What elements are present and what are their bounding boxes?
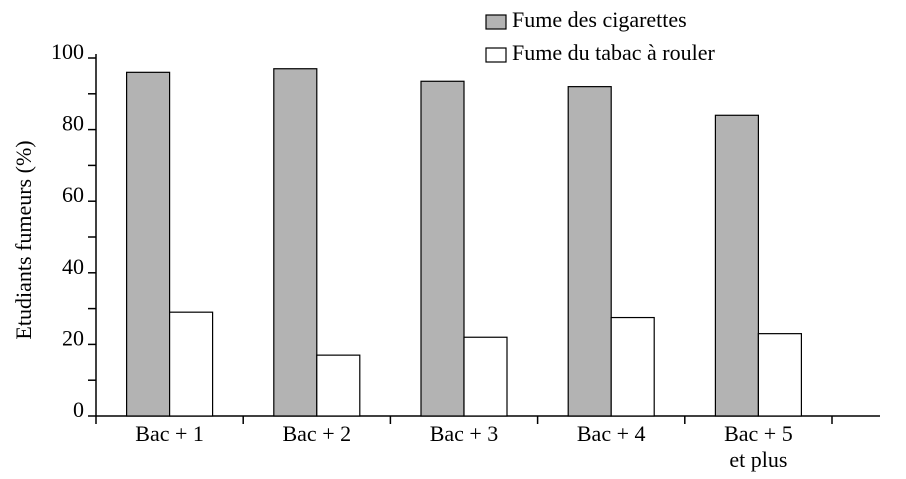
y-tick-label: 80 bbox=[62, 111, 84, 136]
x-tick-label: et plus bbox=[729, 447, 787, 472]
x-tick-label: Bac + 5 bbox=[724, 421, 793, 446]
bar bbox=[567, 86, 612, 417]
bar bbox=[463, 336, 508, 417]
legend-label: Fume du tabac à rouler bbox=[512, 40, 715, 65]
x-tick-label: Bac + 4 bbox=[577, 421, 646, 446]
bar bbox=[273, 68, 318, 417]
y-tick-label: 60 bbox=[62, 182, 84, 207]
legend-swatch bbox=[485, 14, 507, 30]
bar bbox=[757, 333, 803, 417]
y-tick-label: 0 bbox=[73, 397, 84, 422]
y-axis-label: Etudiants fumeurs (%) bbox=[11, 140, 36, 339]
bar bbox=[714, 114, 760, 417]
legend-swatch bbox=[485, 47, 507, 63]
bar bbox=[125, 71, 171, 417]
bar bbox=[420, 80, 465, 417]
x-tick-label: Bac + 3 bbox=[430, 421, 499, 446]
y-tick-label: 20 bbox=[62, 325, 84, 350]
legend-label: Fume des cigarettes bbox=[512, 7, 687, 32]
x-tick-label: Bac + 1 bbox=[135, 421, 204, 446]
bar bbox=[610, 316, 655, 417]
y-tick-label: 100 bbox=[51, 39, 84, 64]
x-tick-label: Bac + 2 bbox=[282, 421, 351, 446]
bar bbox=[169, 311, 214, 417]
bar bbox=[316, 354, 361, 417]
y-tick-label: 40 bbox=[62, 254, 84, 279]
